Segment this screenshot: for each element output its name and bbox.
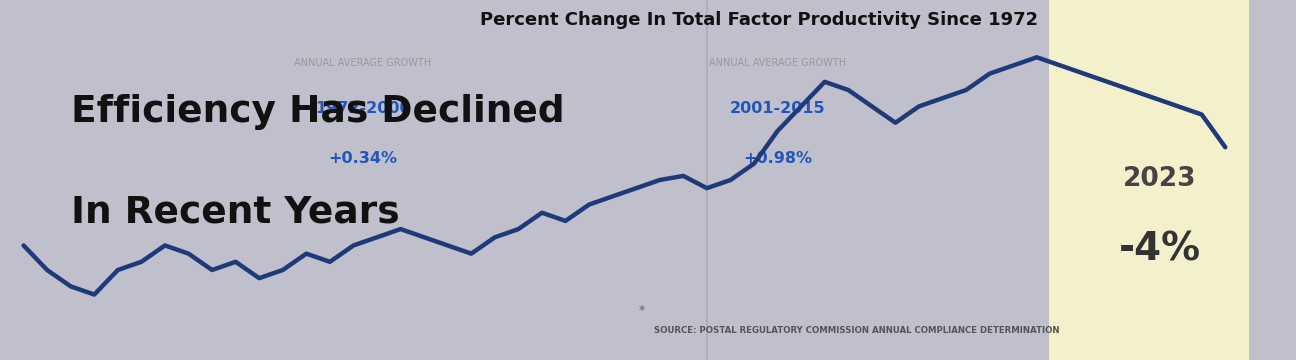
Text: 2001-2015: 2001-2015 bbox=[730, 101, 826, 116]
Text: -4%: -4% bbox=[1118, 230, 1201, 269]
Text: SOURCE: POSTAL REGULATORY COMMISSION ANNUAL COMPLIANCE DETERMINATION: SOURCE: POSTAL REGULATORY COMMISSION ANN… bbox=[654, 326, 1060, 335]
Text: +0.98%: +0.98% bbox=[743, 151, 813, 166]
Text: In Recent Years: In Recent Years bbox=[71, 194, 400, 230]
Text: 2023: 2023 bbox=[1124, 166, 1196, 192]
Text: +0.34%: +0.34% bbox=[328, 151, 398, 166]
Text: ANNUAL AVERAGE GROWTH: ANNUAL AVERAGE GROWTH bbox=[294, 58, 432, 68]
Text: 1972-2000: 1972-2000 bbox=[315, 101, 411, 116]
Bar bbox=[0, 0, 31, 360]
Text: ANNUAL AVERAGE GROWTH: ANNUAL AVERAGE GROWTH bbox=[709, 58, 846, 68]
Text: *: * bbox=[639, 304, 645, 317]
Text: Percent Change In Total Factor Productivity Since 1972: Percent Change In Total Factor Productiv… bbox=[480, 11, 1038, 29]
Bar bbox=[1249, 0, 1296, 360]
Text: Efficiency Has Declined: Efficiency Has Declined bbox=[71, 94, 565, 130]
Bar bbox=[1048, 0, 1249, 360]
